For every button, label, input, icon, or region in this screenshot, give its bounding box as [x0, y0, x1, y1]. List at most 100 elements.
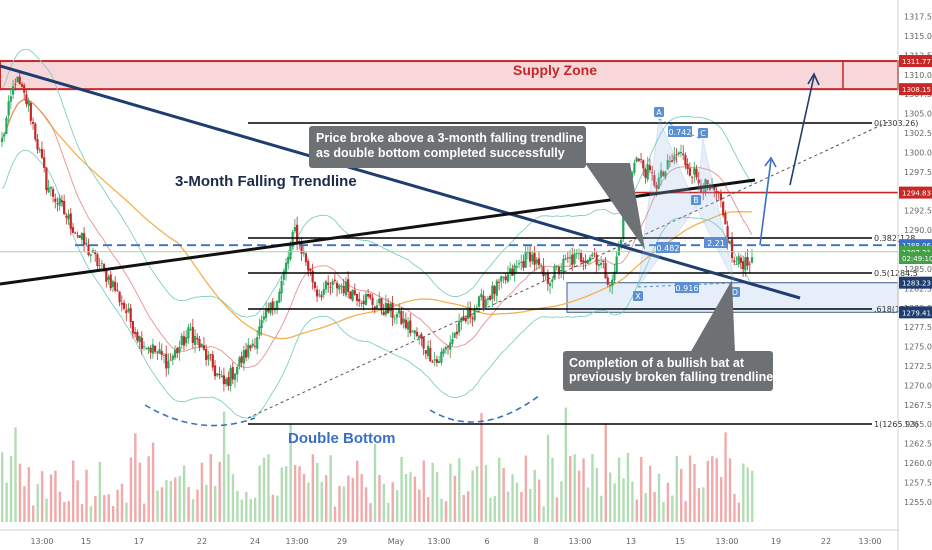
callout-bat-box — [563, 351, 773, 391]
candle-body — [173, 350, 177, 358]
candle-body — [642, 160, 645, 169]
candle-body — [644, 169, 647, 178]
candle-body — [582, 260, 585, 263]
volume-bar — [564, 407, 568, 522]
candle-body — [422, 337, 425, 349]
candle-body — [606, 277, 609, 285]
volume-bar — [169, 480, 173, 522]
candle-body — [142, 346, 146, 348]
volume-bar — [688, 455, 692, 522]
candle-body — [125, 310, 128, 314]
volume-bar — [285, 466, 288, 522]
candle-body — [675, 154, 678, 156]
candle-body — [167, 361, 170, 369]
candle-body — [480, 293, 483, 298]
candle-body — [369, 294, 372, 298]
candle-body — [442, 349, 445, 354]
candle-body — [608, 284, 612, 286]
candle-body — [653, 175, 656, 186]
candle-body — [118, 291, 121, 303]
candle-body — [639, 159, 643, 161]
candle-body — [284, 262, 288, 274]
candle-body — [604, 262, 607, 279]
double-bottom-arc-right — [429, 394, 541, 423]
candle-body — [671, 160, 674, 163]
candle-body — [677, 152, 680, 155]
candle-body — [293, 226, 296, 232]
candle-body — [278, 291, 281, 303]
volume-bar — [644, 492, 647, 522]
volume-bar — [719, 477, 723, 522]
time-axis-tick: 13:00 — [427, 537, 450, 546]
volume-bar — [1, 452, 4, 522]
candle-body — [440, 351, 443, 363]
projection-arrowhead-long — [807, 72, 820, 86]
volume-bar — [205, 484, 208, 522]
volume-bar — [125, 502, 128, 522]
volume-bar — [107, 494, 110, 522]
volume-bar — [178, 476, 181, 522]
candle-body — [291, 231, 294, 247]
volume-bar — [253, 497, 257, 522]
candle-body — [244, 349, 248, 358]
fib-level-label: 0.382(128 — [874, 234, 915, 243]
double-bottom-arc-left — [144, 404, 256, 427]
fib-level-label: 1(1265.93) — [874, 420, 918, 429]
price-axis-tag — [899, 252, 932, 265]
volume-bar — [151, 442, 155, 522]
candle-body — [426, 345, 430, 357]
candle-body — [338, 284, 341, 290]
volume-bar — [45, 498, 48, 522]
volume-bar — [684, 501, 687, 522]
price-axis-tick: 1267.50 — [904, 401, 932, 410]
volume-bar — [733, 493, 736, 522]
candle-body — [282, 271, 285, 280]
projection-arrow-short — [759, 159, 772, 246]
volume-bar — [49, 474, 53, 522]
candle-body — [327, 282, 330, 285]
candle-body — [491, 285, 494, 299]
candle-body — [253, 345, 257, 347]
supply-zone — [0, 60, 899, 91]
candle-body — [105, 268, 108, 282]
candle-body — [222, 375, 225, 385]
candle-body — [435, 359, 439, 363]
volume-bar — [116, 489, 119, 522]
moving-average-short — [1, 99, 753, 369]
price-axis-tag — [899, 186, 932, 199]
candle-body — [684, 155, 687, 166]
volume-bar — [382, 483, 386, 522]
time-axis-tick: 13:00 — [858, 537, 881, 546]
candle-body — [446, 346, 450, 348]
candle-body — [267, 308, 270, 312]
volume-bar — [635, 499, 639, 522]
candle-body — [218, 373, 221, 376]
volume-bar — [267, 454, 270, 522]
volume-bar — [648, 465, 652, 522]
projection-arrow-long — [789, 75, 815, 186]
candle-body — [80, 232, 83, 240]
candle-body — [509, 268, 512, 274]
callout-breakout-text: as double bottom completed successfully — [316, 146, 565, 160]
candle-body — [9, 96, 12, 102]
callout-bat-text: Completion of a bullish bat at — [569, 356, 745, 370]
callout-bat-pointer — [690, 280, 735, 353]
candle-body — [482, 295, 485, 308]
volume-bar — [200, 462, 204, 522]
volume-bar — [475, 466, 479, 522]
candle-body — [469, 307, 472, 318]
candle-body — [271, 301, 274, 309]
volume-bar — [329, 455, 332, 522]
price-axis-tag-label: 1283.23 — [902, 280, 931, 288]
volume-bar — [58, 491, 62, 522]
candle-body — [56, 203, 59, 205]
volume-bar — [542, 506, 545, 522]
price-axis-tag-label: 02:49:10 — [902, 255, 932, 263]
candle-body — [726, 226, 729, 244]
candle-body — [49, 186, 52, 189]
volume-bar — [320, 481, 323, 522]
volume-bar — [54, 470, 57, 522]
price-axis-tag — [899, 83, 932, 96]
candle-body — [20, 83, 24, 87]
